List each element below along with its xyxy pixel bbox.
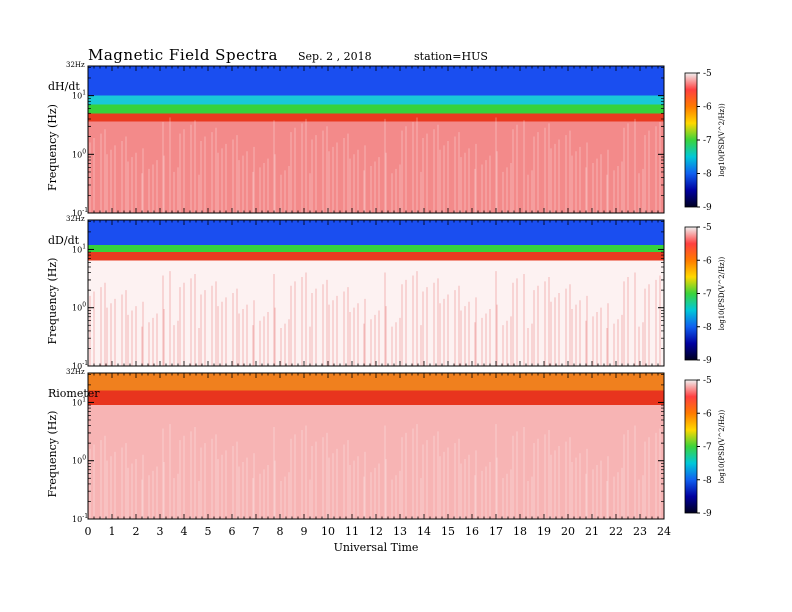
ytick-exp-2-0: 1: [82, 396, 86, 403]
xtick-label-21: 21: [585, 525, 599, 538]
xtick-label-20: 20: [561, 525, 575, 538]
xtick-label-5: 5: [205, 525, 212, 538]
colorbar-tick-2-4: -9: [703, 509, 712, 519]
colorbar-tick-1-0: -5: [703, 223, 712, 233]
ytick-exp-2-1: 0: [82, 455, 86, 462]
y-top-label-0: 32Hz: [66, 61, 85, 69]
xtick-label-2: 2: [133, 525, 140, 538]
colorbar-tick-1-2: -7: [703, 290, 712, 300]
xtick-label-0: 0: [85, 525, 92, 538]
date-label: Sep. 2 , 2018: [298, 50, 372, 63]
colorbar-tick-0-3: -8: [703, 170, 712, 180]
xtick-label-13: 13: [393, 525, 407, 538]
ytick-exp-0-0: 1: [82, 90, 86, 97]
colorbar-tick-2-0: -5: [703, 376, 712, 386]
xtick-label-3: 3: [157, 525, 164, 538]
station-label: station=HUS: [414, 50, 488, 63]
colorbar-2: [684, 379, 698, 514]
xtick-label-22: 22: [609, 525, 623, 538]
xtick-label-8: 8: [277, 525, 284, 538]
spectrogram-0: [88, 66, 664, 213]
ytick-label-0-0: 101: [72, 90, 86, 101]
xtick-label-9: 9: [301, 525, 308, 538]
ytick-exp-2-2: -1: [82, 513, 88, 520]
ytick-label-0-2: 10-1: [72, 207, 88, 218]
colorbar-tick-1-1: -6: [703, 256, 712, 266]
chart-title: Magnetic Field Spectra: [88, 46, 278, 64]
ytick-label-1-1: 100: [72, 302, 86, 313]
ytick-label-2-0: 101: [72, 396, 86, 407]
ytick-label-1-0: 101: [72, 243, 86, 254]
xtick-label-23: 23: [633, 525, 647, 538]
spectrogram-texture-0: [87, 117, 661, 213]
ytick-label-2-2: 10-1: [72, 513, 88, 524]
colorbar-tick-1-3: -8: [703, 323, 712, 333]
ytick-exp-1-2: -1: [82, 360, 88, 367]
spectrogram-1: [88, 220, 664, 366]
ylabel-0: Frequency (Hz): [46, 104, 59, 191]
xtick-label-6: 6: [229, 525, 236, 538]
colorbar-tick-1-4: -9: [703, 356, 712, 366]
panel-label-1: dD/dt: [48, 234, 80, 247]
colorbar-tick-2-3: -8: [703, 476, 712, 486]
colorbar-1: [684, 226, 698, 361]
colorbar-label-2: log10(PSD(V^2/Hz)): [718, 410, 726, 484]
xtick-label-15: 15: [441, 525, 455, 538]
colorbar-tick-0-0: -5: [703, 69, 712, 79]
ytick-exp-0-2: -1: [82, 207, 88, 214]
xtick-label-24: 24: [657, 525, 671, 538]
spectrogram-2: [88, 373, 664, 519]
colorbar-tick-2-2: -7: [703, 443, 712, 453]
colorbar-label-0: log10(PSD(V^2/Hz)): [718, 103, 726, 177]
ytick-exp-1-0: 1: [82, 243, 86, 250]
xaxis-label: Universal Time: [334, 541, 419, 554]
y-top-label-1: 32Hz: [66, 215, 85, 223]
xtick-label-14: 14: [417, 525, 431, 538]
ytick-exp-1-1: 0: [82, 302, 86, 309]
ytick-label-1-2: 10-1: [72, 360, 88, 371]
colorbar-label-1: log10(PSD(V^2/Hz)): [718, 257, 726, 331]
spectrogram-texture-2: [87, 424, 661, 519]
ylabel-2: Frequency (Hz): [46, 411, 59, 498]
colorbar-tick-0-1: -6: [703, 103, 712, 113]
xtick-label-4: 4: [181, 525, 188, 538]
colorbar-tick-0-4: -9: [703, 203, 712, 213]
ytick-exp-0-1: 0: [82, 148, 86, 155]
xtick-label-12: 12: [369, 525, 383, 538]
colorbar-tick-2-1: -6: [703, 409, 712, 419]
xtick-label-10: 10: [321, 525, 335, 538]
panel-label-2: Riometer: [48, 387, 100, 400]
xtick-label-7: 7: [253, 525, 260, 538]
xtick-label-18: 18: [513, 525, 527, 538]
xtick-label-1: 1: [109, 525, 116, 538]
y-top-label-2: 32Hz: [66, 368, 85, 376]
colorbar-tick-0-2: -7: [703, 136, 712, 146]
xtick-label-19: 19: [537, 525, 551, 538]
colorbar-0: [684, 72, 698, 208]
xtick-label-11: 11: [345, 525, 359, 538]
ylabel-1: Frequency (Hz): [46, 258, 59, 345]
xtick-label-17: 17: [489, 525, 503, 538]
ytick-label-2-1: 100: [72, 455, 86, 466]
ytick-label-0-1: 100: [72, 148, 86, 159]
panel-label-0: dH/dt: [48, 80, 80, 93]
xtick-label-16: 16: [465, 525, 479, 538]
